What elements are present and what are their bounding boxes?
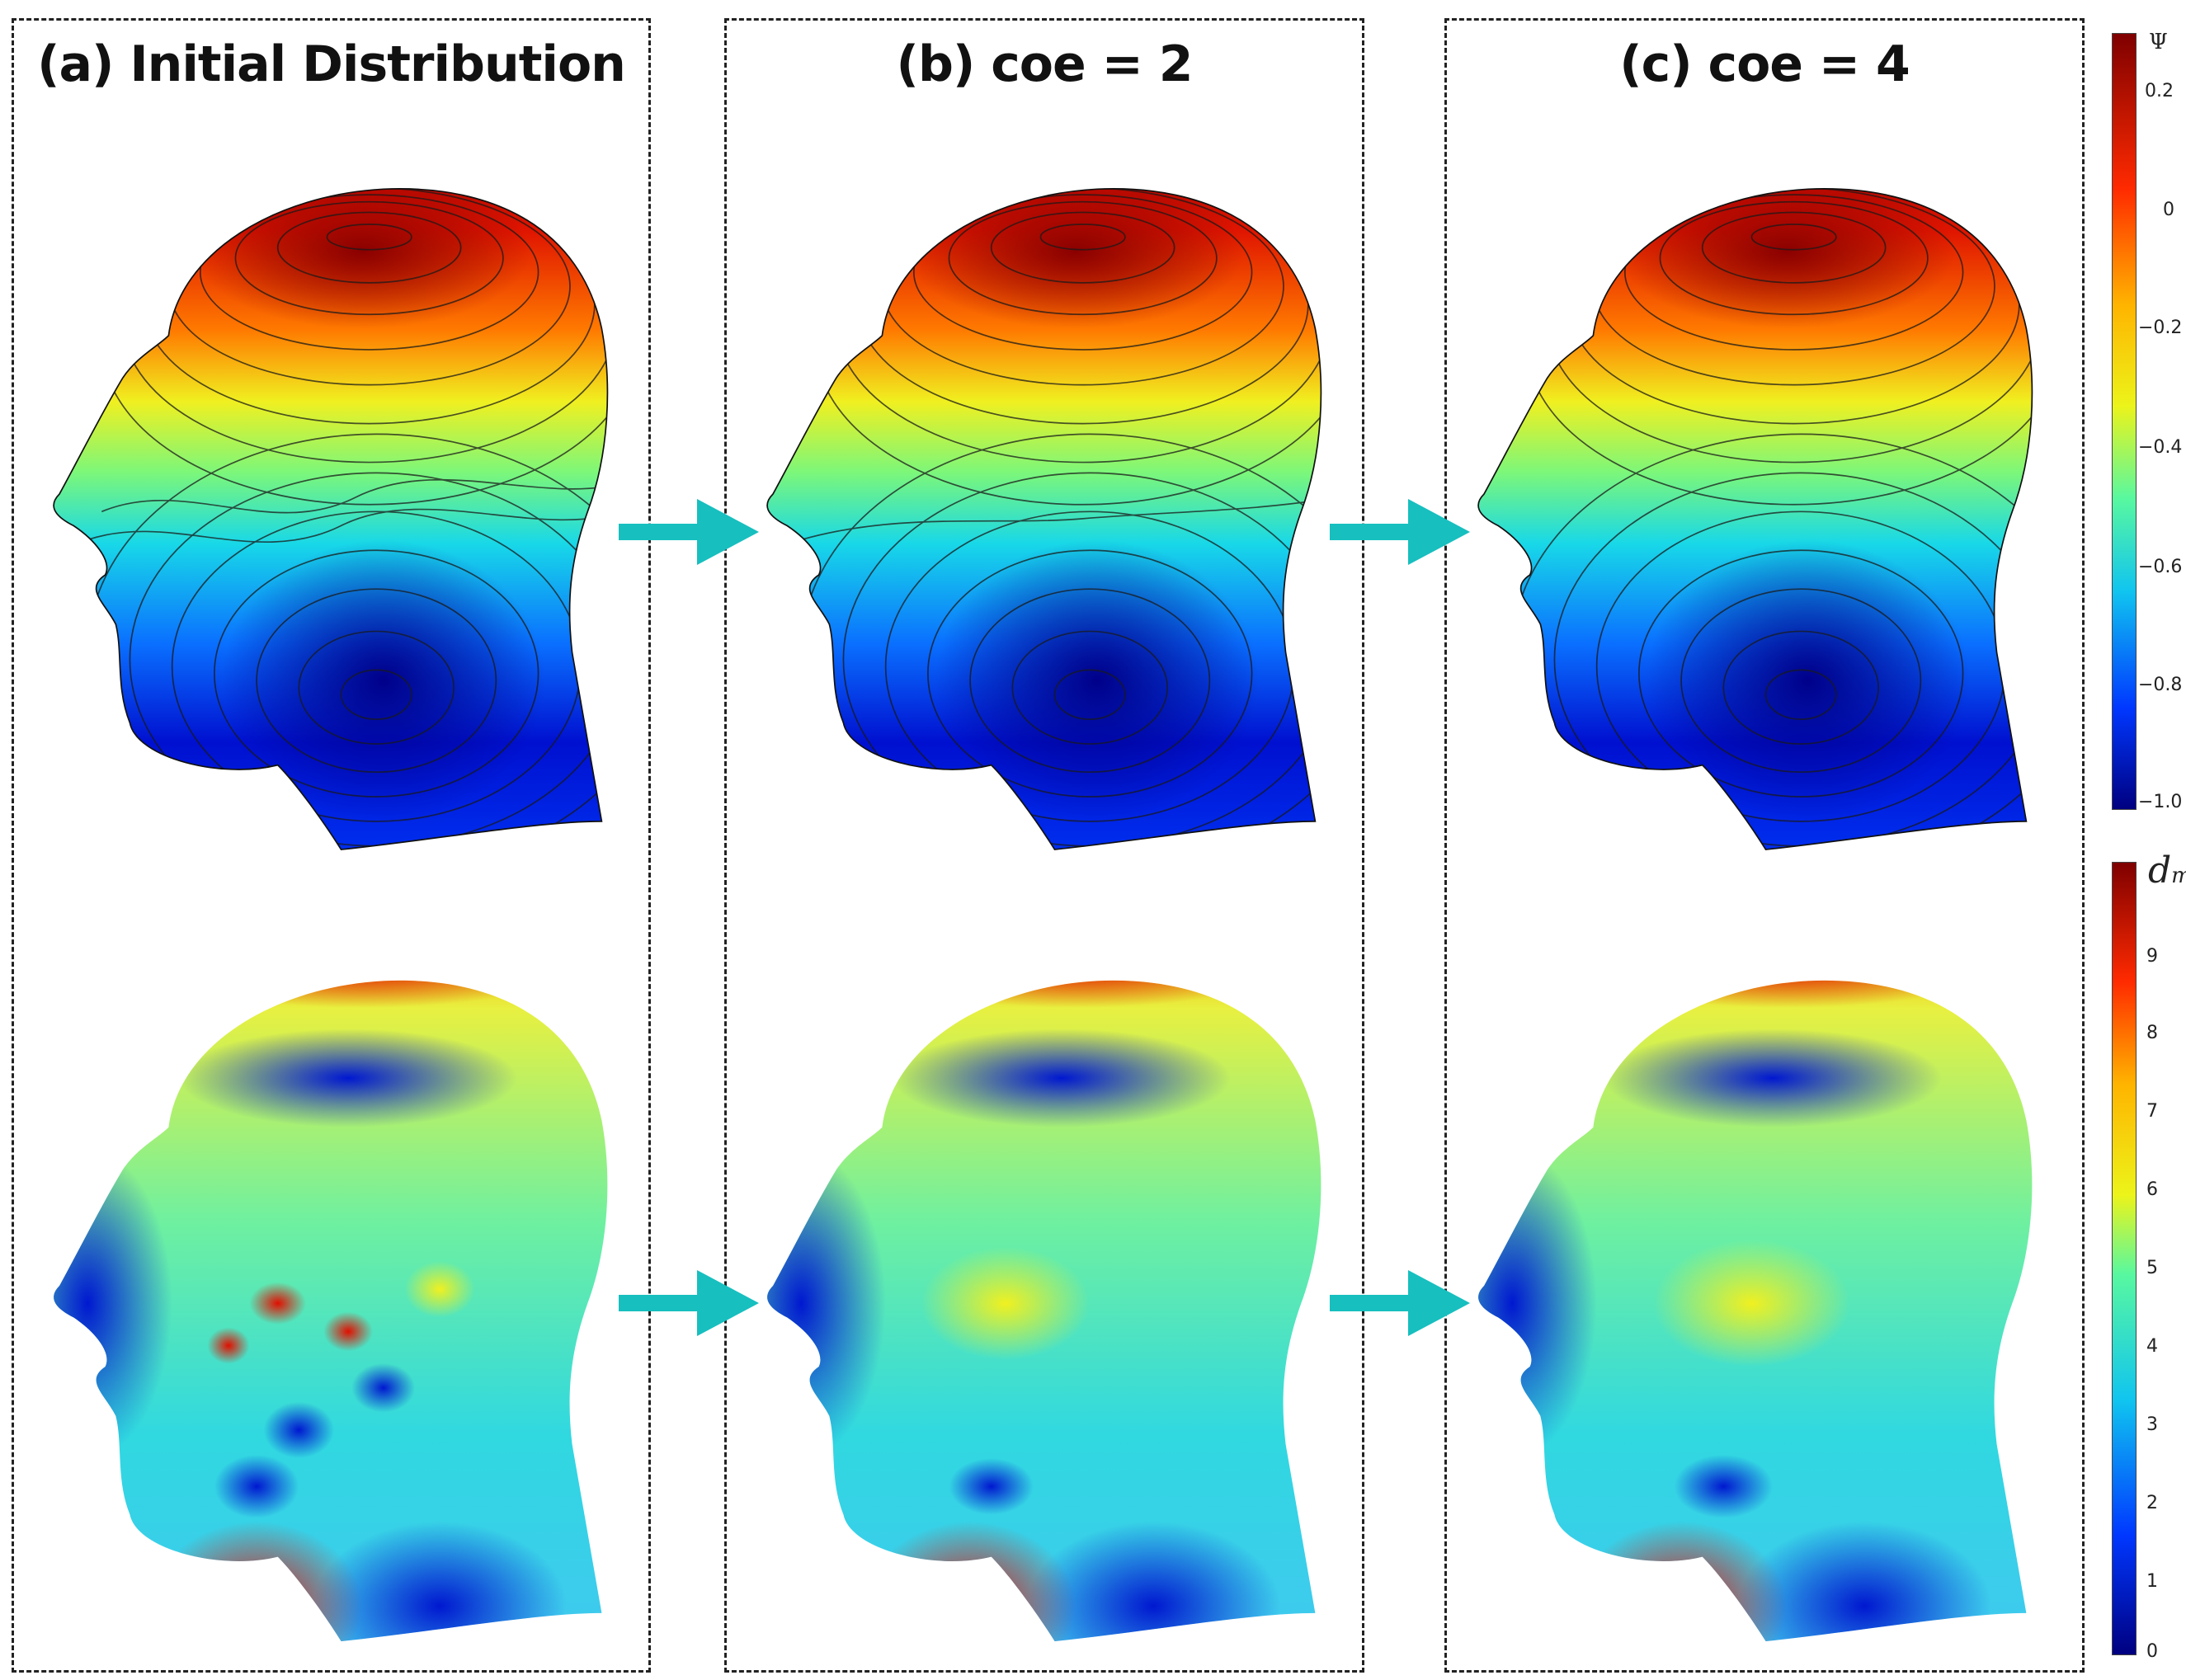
panel-title: (a) Initial Distribution	[37, 35, 626, 93]
colorbar-psi	[2112, 33, 2137, 810]
head-dm-coe2	[767, 980, 1321, 1642]
colorbar-dm-tick: 2	[2146, 1493, 2158, 1513]
colorbar-dm-tick: 1	[2146, 1571, 2158, 1592]
panel-title: (b) coe = 2	[896, 35, 1194, 93]
head-psi-coe2	[766, 188, 1322, 850]
colorbar-psi-tick: −0.6	[2138, 557, 2183, 577]
colorbar-psi-tick: 0.2	[2145, 81, 2174, 101]
colorbar-dm-tick: 8	[2146, 1023, 2158, 1043]
colorbar-dm-tick: 4	[2146, 1336, 2158, 1357]
panel-initial-distribution: (a) Initial Distribution	[12, 18, 651, 1673]
head-psi-coe4	[1477, 188, 2033, 850]
colorbar-dm-tick: 6	[2146, 1179, 2158, 1200]
head-dm-coe4	[1478, 980, 2033, 1642]
panel-coe-2: (b) coe = 2	[724, 18, 1364, 1673]
colorbar-psi-symbol: Ψ	[2149, 30, 2168, 54]
colorbar-dm	[2112, 862, 2137, 1655]
colorbar-psi-tick: −0.2	[2138, 318, 2183, 338]
colorbar-psi-tick: −0.4	[2138, 437, 2183, 458]
arrow-right-icon	[619, 1270, 759, 1336]
colorbar-dm-tick: 7	[2146, 1101, 2158, 1122]
panel-title: (c) coe = 4	[1619, 35, 1910, 93]
arrow-right-icon	[619, 499, 759, 565]
arrow-right-icon	[1330, 499, 1470, 565]
colorbar-dm-tick: 9	[2146, 946, 2158, 967]
head-psi-initial	[53, 188, 609, 850]
colorbar-dm-tick: 0	[2146, 1641, 2158, 1662]
colorbar-psi-tick: −0.8	[2138, 675, 2183, 695]
colorbar-psi-tick: 0	[2163, 200, 2174, 220]
head-dm-initial	[54, 980, 608, 1642]
panel-coe-4: (c) coe = 4	[1444, 18, 2085, 1673]
colorbar-dm-symbol: dm	[2148, 849, 2186, 892]
arrow-right-icon	[1330, 1270, 1470, 1336]
colorbar-dm-tick: 3	[2146, 1414, 2158, 1435]
colorbar-dm-tick: 5	[2146, 1258, 2158, 1278]
colorbar-psi-tick: −1.0	[2138, 792, 2183, 812]
